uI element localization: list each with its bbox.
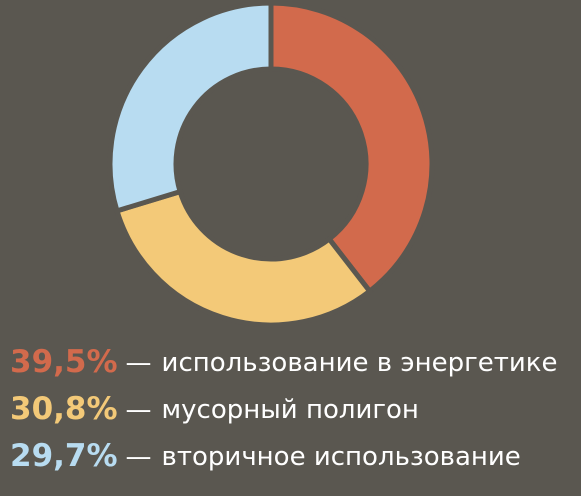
legend-value: 39,5% — [10, 344, 118, 380]
donut-segment — [107, 0, 274, 214]
legend-separator: — — [126, 395, 152, 425]
legend-entry: 39,5% — использование в энергетике — [10, 344, 558, 380]
donut-segment — [268, 0, 435, 295]
legend-label: мусорный полигон — [162, 395, 419, 425]
donut-segment — [113, 188, 374, 328]
legend-label: использование в энергетике — [162, 348, 558, 378]
legend-separator: — — [126, 348, 152, 378]
legend-value: 29,7% — [10, 438, 118, 474]
legend-value: 30,8% — [10, 391, 118, 427]
legend-entry: 30,8% — мусорный полигон — [10, 391, 419, 427]
legend-entry: 29,7% — вторичное использование — [10, 438, 521, 474]
legend-separator: — — [126, 442, 152, 472]
legend-label: вторичное использование — [162, 442, 521, 472]
